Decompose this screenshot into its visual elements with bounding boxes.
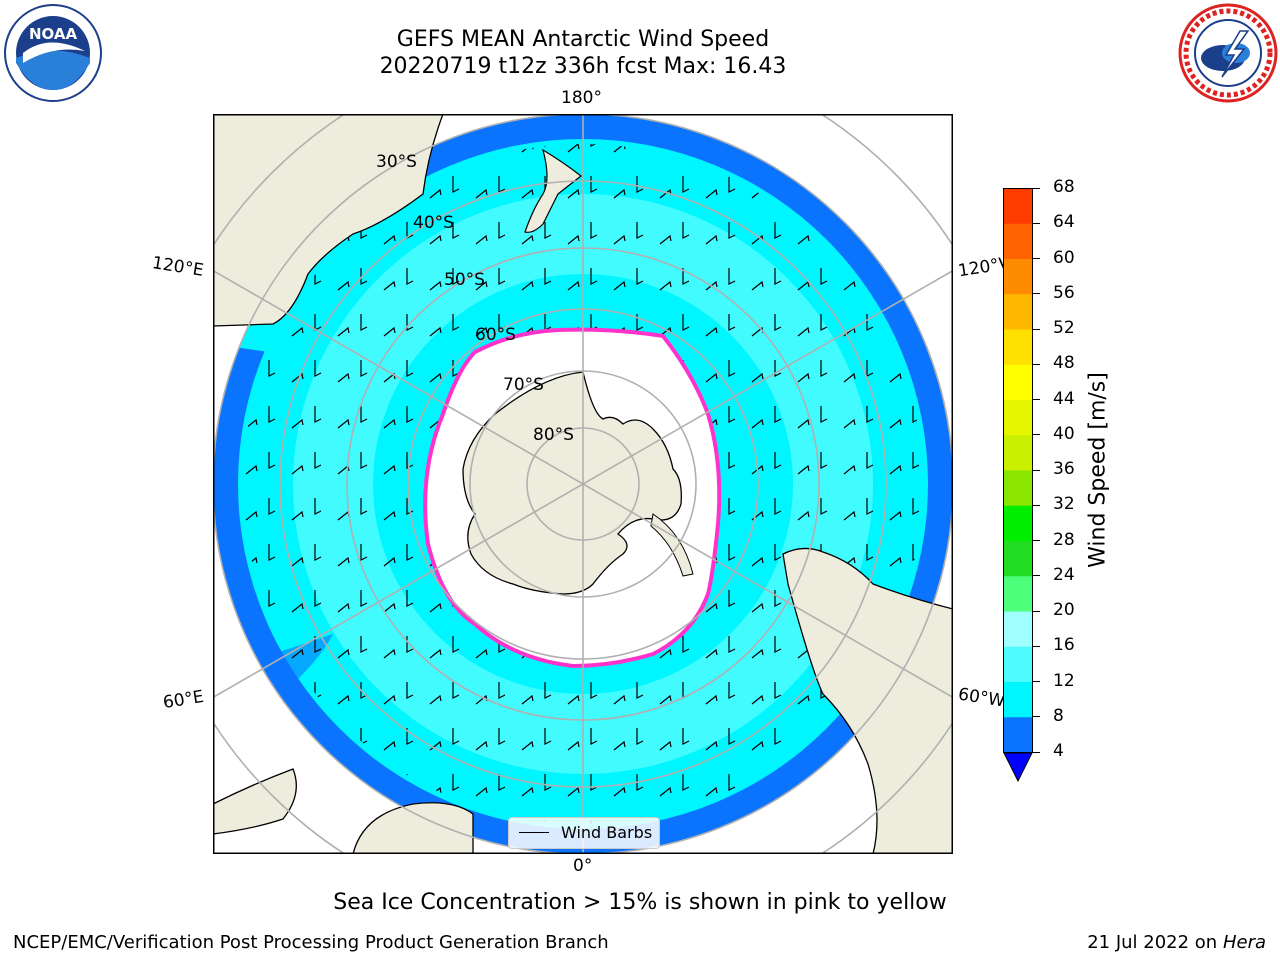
colorbar-tick-mark <box>1033 434 1040 436</box>
colorbar-segment <box>1003 611 1033 647</box>
colorbar-tick-mark <box>1033 363 1040 365</box>
footer-date: 21 Jul 2022 on Hera <box>1087 932 1266 953</box>
colorbar-tick-mark <box>1033 293 1040 295</box>
colorbar-segment <box>1003 505 1033 541</box>
lat-label-60s: 60°S <box>475 325 516 345</box>
map-border <box>213 114 953 854</box>
colorbar-segment <box>1003 223 1033 259</box>
noaa-logo-icon: NOAA <box>4 4 102 102</box>
colorbar-segment <box>1003 434 1033 471</box>
antarctic-map <box>213 114 953 854</box>
footer-date-text: 21 Jul 2022 on <box>1087 932 1223 953</box>
footer-host: Hera <box>1222 932 1266 953</box>
colorbar-tick-label: 16 <box>1053 635 1075 656</box>
colorbar-tick-mark <box>1033 716 1040 718</box>
colorbar-tick-label: 52 <box>1053 318 1075 338</box>
antarctica-landmass <box>462 371 682 595</box>
colorbar-tick-label: 48 <box>1053 353 1075 374</box>
colorbar-tick-mark <box>1033 399 1040 400</box>
colorbar-segment <box>1003 540 1033 577</box>
new-zealand-landmass <box>524 148 582 233</box>
colorbar-tick-mark <box>1033 610 1040 612</box>
colorbar-tick-label: 32 <box>1053 494 1075 515</box>
colorbar-tick-label: 40 <box>1053 423 1075 444</box>
colorbar-segment <box>1003 188 1033 224</box>
map-legend: Wind Barbs <box>508 817 660 849</box>
colorbar-segment <box>1003 575 1033 612</box>
colorbar-tick-mark <box>1033 681 1040 682</box>
lon-label-60w: 60°W <box>956 684 1007 712</box>
colorbar-segment <box>1003 258 1033 295</box>
lat-label-30s: 30°S <box>376 152 417 172</box>
lat-label-40s: 40°S <box>413 213 454 233</box>
colorbar-tick-mark <box>1033 504 1040 506</box>
colorbar-tick-label: 36 <box>1053 459 1075 479</box>
colorbar-tick-label: 28 <box>1053 529 1075 550</box>
nws-logo-icon <box>1178 3 1278 103</box>
lon-label-120e: 120°E <box>150 253 205 281</box>
colorbar-tick-label: 60 <box>1053 247 1075 268</box>
colorbar-tick-mark <box>1033 328 1040 330</box>
colorbar-segment <box>1003 329 1033 365</box>
colorbar-label: Wind Speed [m/s] <box>1085 372 1111 568</box>
lat-label-50s: 50°S <box>444 270 485 290</box>
colorbar-segment <box>1003 399 1033 436</box>
plot-subtitle: 20220719 t12z 336h fcst Max: 16.43 <box>379 54 787 79</box>
legend-label: Wind Barbs <box>561 823 653 842</box>
colorbar-tick-mark <box>1033 258 1040 259</box>
colorbar-segment <box>1003 681 1033 718</box>
colorbar-tick-label: 4 <box>1053 741 1064 761</box>
sea-ice-caption: Sea Ice Concentration > 15% is shown in … <box>333 890 947 915</box>
lat-label-70s: 70°S <box>503 375 544 395</box>
colorbar-tick-mark <box>1033 469 1040 471</box>
colorbar-segment <box>1003 470 1033 506</box>
lat-label-80s: 80°S <box>533 425 574 445</box>
colorbar-segment <box>1003 646 1033 682</box>
colorbar-tick-label: 56 <box>1053 282 1075 303</box>
colorbar-segment <box>1003 364 1033 400</box>
colorbar-tick-mark <box>1033 187 1040 189</box>
colorbar-tick-label: 44 <box>1053 388 1075 409</box>
colorbar-tick-mark <box>1033 645 1040 647</box>
footer-credit: NCEP/EMC/Verification Post Processing Pr… <box>13 932 609 953</box>
noaa-logo-text: NOAA <box>29 25 78 43</box>
colorbar <box>1003 188 1033 783</box>
colorbar-tick-mark <box>1033 222 1040 224</box>
colorbar-underflow-triangle <box>1003 752 1033 783</box>
colorbar-tick-label: 20 <box>1053 600 1075 620</box>
lon-label-180: 180° <box>561 88 602 108</box>
colorbar-tick-label: 24 <box>1053 564 1075 585</box>
colorbar-tick-mark <box>1033 540 1040 541</box>
colorbar-segment <box>1003 293 1033 330</box>
australia-landmass <box>213 114 444 327</box>
colorbar-tick-label: 12 <box>1053 670 1075 691</box>
colorbar-tick-mark <box>1033 751 1040 753</box>
lon-label-60e: 60°E <box>161 686 206 714</box>
plot-title: GEFS MEAN Antarctic Wind Speed <box>396 27 770 52</box>
colorbar-tick-mark <box>1033 575 1040 577</box>
colorbar-tick-label: 68 <box>1053 177 1075 197</box>
colorbar-tick-label: 8 <box>1053 705 1064 726</box>
wind-barb-legend-icon <box>519 832 549 833</box>
africa-landmass <box>352 802 474 854</box>
lon-label-0: 0° <box>573 856 593 876</box>
colorbar-segment <box>1003 716 1033 753</box>
colorbar-tick-label: 64 <box>1053 212 1075 233</box>
longitude-lines <box>213 114 953 854</box>
